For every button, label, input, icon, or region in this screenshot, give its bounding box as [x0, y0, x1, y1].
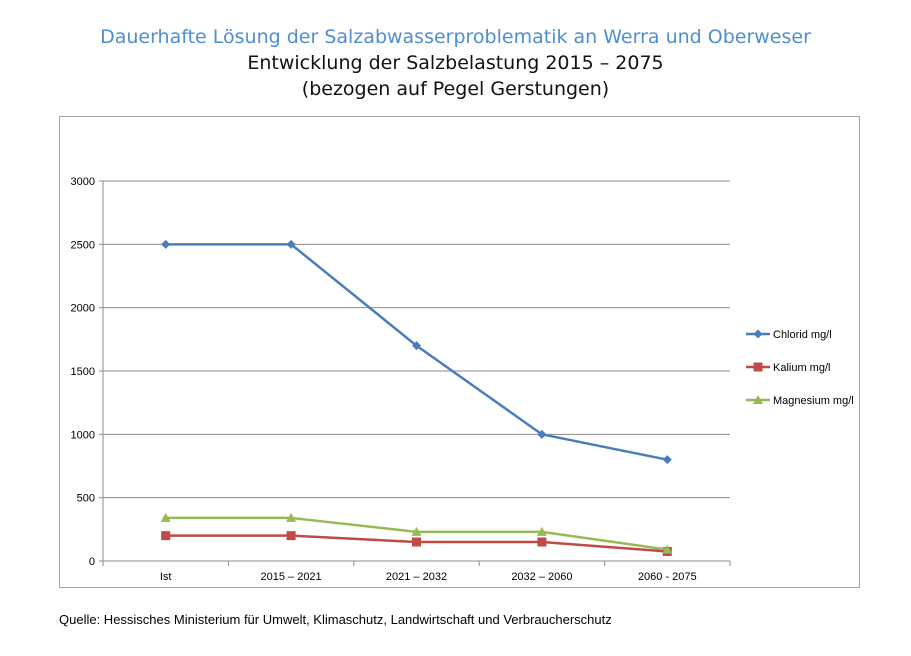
- source-note: Quelle: Hessisches Ministerium für Umwel…: [59, 612, 612, 627]
- y-tick-label: 3000: [71, 176, 95, 188]
- axes: [102, 181, 730, 562]
- x-axis-ticks: Ist 2015 – 2021 2021 – 2032 2032 – 2060 2060…: [102, 561, 731, 583]
- data-point: [286, 512, 297, 522]
- legend-item: Kalium mg/l: [746, 362, 830, 374]
- y-tick-label: 500: [77, 493, 95, 505]
- data-point: [161, 239, 171, 249]
- data-point: [411, 526, 422, 536]
- legend-label: Chlorid mg/l: [773, 329, 832, 341]
- data-point: [662, 544, 673, 554]
- data-point: [286, 239, 296, 249]
- chart-subtitle: Entwicklung der Salzbelastung 2015 – 207…: [247, 52, 664, 74]
- data-point: [286, 531, 296, 541]
- legend-item: Chlorid mg/l: [746, 329, 832, 341]
- legend-marker: [753, 329, 763, 339]
- data-point: [161, 531, 171, 541]
- y-tick-label: 1500: [71, 366, 95, 378]
- data-point: [537, 429, 547, 439]
- legend-label: Kalium mg/l: [773, 362, 830, 374]
- y-axis-ticks: 0 500 1000 1500 2000 2500 3000: [71, 176, 103, 568]
- legend: Chlorid mg/l Kalium mg/l Magnesium mg/l: [746, 329, 854, 407]
- data-point: [412, 537, 421, 547]
- x-tick-label: 2015 – 2021: [261, 571, 322, 583]
- chart-title: Dauerhafte Lösung der Salzabwasserproble…: [100, 26, 811, 48]
- legend-marker: [753, 395, 763, 404]
- y-tick-label: 2000: [71, 303, 95, 315]
- y-tick-label: 1000: [71, 429, 95, 441]
- data-point: [412, 341, 421, 351]
- x-tick-label: Ist: [160, 571, 172, 583]
- series-group: [160, 239, 673, 556]
- legend-label: Magnesium mg/l: [773, 395, 854, 407]
- legend-marker: [753, 362, 763, 372]
- x-tick-label: 2060 - 2075: [638, 571, 697, 583]
- series-triangle: [160, 512, 673, 554]
- chart-frame: [59, 116, 860, 588]
- x-tick-label: 2021 – 2032: [386, 571, 447, 583]
- grid-lines: [103, 180, 730, 499]
- data-point: [662, 455, 672, 465]
- data-point: [160, 512, 171, 522]
- series-diamond: [161, 239, 672, 465]
- data-point: [537, 537, 547, 547]
- chart-titles: Dauerhafte Lösung der Salzabwasserproble…: [0, 24, 911, 102]
- chart-subtitle-reference: (bezogen auf Pegel Gerstungen): [301, 78, 610, 100]
- x-tick-label: 2032 – 2060: [511, 571, 572, 583]
- data-point: [536, 526, 547, 536]
- legend-item: Magnesium mg/l: [746, 395, 854, 407]
- series-line: [165, 243, 668, 461]
- y-tick-label: 2500: [71, 239, 95, 251]
- y-tick-label: 0: [89, 556, 95, 568]
